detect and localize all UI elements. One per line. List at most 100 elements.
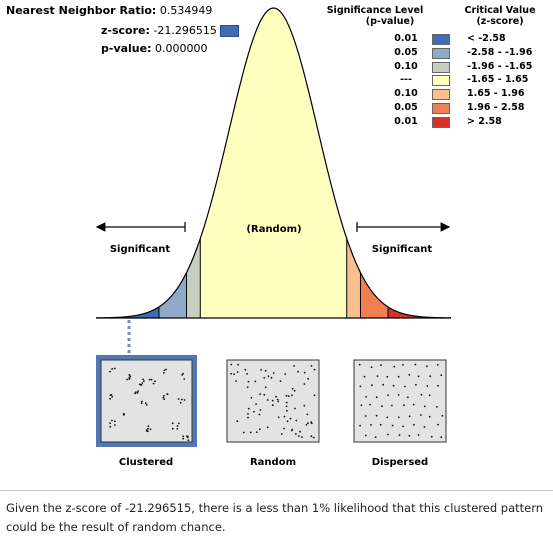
point — [237, 363, 240, 366]
legend-significance: 0.05 — [394, 46, 418, 58]
point — [165, 368, 168, 371]
point — [266, 426, 269, 429]
point — [109, 425, 112, 428]
point — [415, 383, 417, 386]
point — [258, 428, 261, 431]
dispersed-pattern-box — [353, 359, 447, 443]
point — [259, 393, 262, 395]
clustered-label: Clustered — [118, 457, 174, 468]
point — [247, 416, 249, 419]
point — [286, 409, 288, 412]
point — [266, 399, 269, 401]
legend-critical-value: 1.65 - 1.96 — [467, 88, 525, 100]
p-value-label: p-value: — [101, 42, 152, 55]
point — [250, 396, 253, 399]
dispersed-points — [358, 363, 444, 439]
point — [143, 380, 145, 382]
point — [371, 384, 373, 387]
point — [182, 437, 185, 440]
point — [140, 384, 143, 386]
point — [430, 435, 433, 438]
point — [310, 365, 313, 367]
point — [148, 378, 151, 381]
point — [276, 398, 279, 401]
random-points — [230, 363, 316, 439]
point — [182, 372, 185, 375]
point — [397, 416, 400, 419]
legend-row: 0.05 1.96 - 2.58 — [0, 102, 553, 115]
legend-row: 0.10 -1.96 - -1.65 — [0, 61, 553, 74]
point — [111, 395, 114, 398]
left-significant-label: Significant — [109, 244, 171, 255]
point — [183, 378, 186, 380]
point — [128, 374, 131, 376]
point — [285, 394, 288, 397]
point — [423, 405, 426, 408]
point — [141, 400, 143, 403]
legend-critical-value: -2.58 - -1.96 — [467, 46, 533, 58]
point — [136, 392, 139, 394]
point — [398, 434, 401, 436]
point — [305, 423, 308, 426]
point — [163, 372, 165, 374]
point — [129, 375, 132, 378]
point — [364, 434, 367, 437]
point — [128, 376, 131, 379]
point — [437, 384, 439, 387]
point — [264, 369, 267, 372]
point — [413, 423, 415, 426]
point — [392, 384, 395, 387]
point — [391, 404, 393, 407]
point — [297, 435, 300, 437]
normal-distribution-diagram — [95, 7, 452, 447]
point — [293, 365, 295, 367]
point — [259, 409, 262, 411]
point — [303, 383, 306, 385]
point — [441, 414, 444, 417]
point — [109, 397, 111, 400]
p-value-stat: p-value: 0.000000 — [101, 42, 208, 55]
point — [187, 439, 190, 442]
point — [429, 375, 432, 378]
z-score-value: -21.296515 — [153, 24, 217, 37]
legend-swatch — [432, 89, 450, 101]
point — [402, 425, 404, 428]
point — [233, 373, 236, 375]
point — [255, 403, 257, 405]
point — [182, 435, 185, 438]
point — [376, 375, 379, 377]
point — [163, 369, 166, 372]
point — [286, 420, 289, 423]
point — [114, 424, 116, 426]
point — [440, 436, 443, 438]
point — [126, 378, 128, 381]
point — [263, 393, 266, 396]
legend-swatch — [432, 103, 450, 114]
point — [279, 380, 282, 382]
point — [440, 374, 443, 377]
z-score-swatch — [220, 25, 239, 37]
point — [370, 424, 372, 426]
point — [113, 420, 116, 423]
clustered-points — [109, 367, 190, 442]
point — [171, 422, 174, 425]
nnr-value: 0.534949 — [159, 4, 213, 17]
point — [412, 403, 415, 406]
legend-critical-value: -1.96 - -1.65 — [467, 60, 533, 72]
point — [393, 365, 396, 368]
legend-swatch — [432, 47, 450, 59]
significance-header-line1: Significance Level — [326, 5, 424, 16]
point — [138, 383, 141, 386]
point — [312, 436, 315, 439]
point — [146, 430, 149, 433]
point — [297, 370, 299, 373]
legend-significance: 0.10 — [394, 60, 418, 72]
point — [146, 429, 148, 431]
point — [141, 382, 144, 384]
point — [176, 427, 179, 430]
curve-region — [96, 306, 160, 318]
point — [284, 373, 287, 375]
point — [235, 380, 238, 382]
point — [381, 405, 383, 408]
point — [426, 365, 428, 368]
